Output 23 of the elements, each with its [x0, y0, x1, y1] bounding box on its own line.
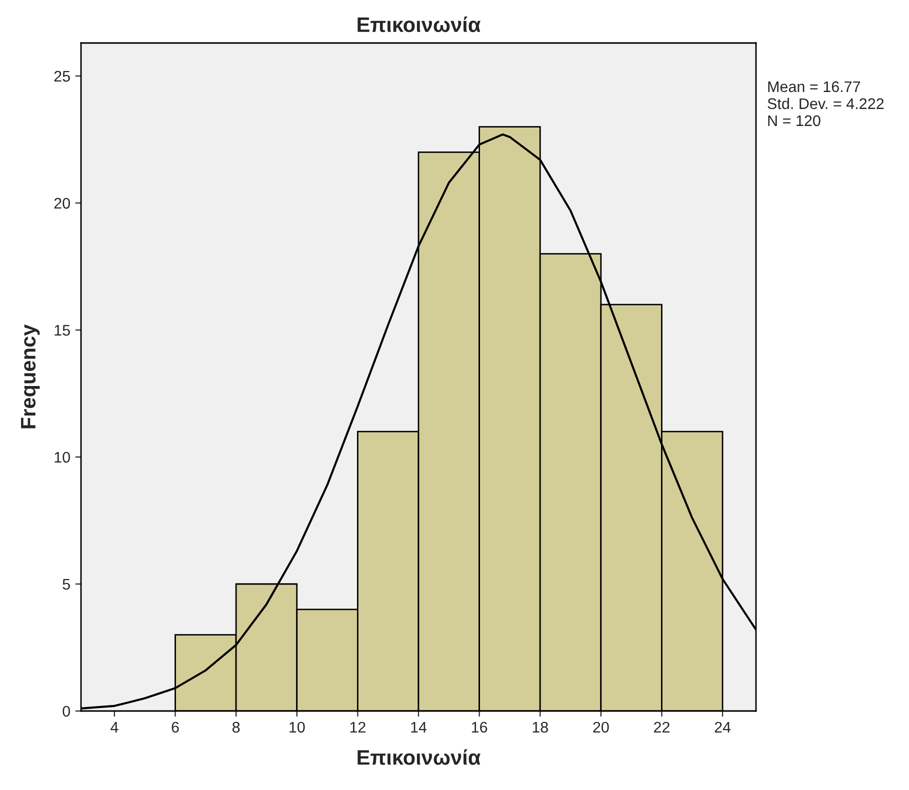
- x-tick-label: 6: [172, 722, 179, 733]
- y-tick-label: 0: [62, 706, 70, 717]
- y-tick-label: 20: [54, 198, 70, 209]
- chart-title: Επικοινωνία: [358, 16, 481, 32]
- text: Std. Dev. = 4.222: [768, 98, 884, 110]
- x-tick-label: 24: [714, 722, 731, 732]
- x-tick-label: 4: [110, 722, 118, 732]
- x-tick-label: 10: [290, 722, 305, 733]
- text: Mean = 16.77: [768, 81, 860, 92]
- x-tick-label: 8: [232, 722, 240, 733]
- x-tick-label: 16: [472, 722, 488, 733]
- x-tick-label: 20: [593, 722, 609, 733]
- y-axis-title: Frequency: [21, 324, 40, 428]
- x-tick-label: 18: [532, 722, 548, 733]
- x-tick-label: 14: [411, 722, 427, 732]
- y-tick-label: 10: [54, 452, 70, 463]
- x-tick-label: 12: [350, 722, 366, 732]
- text: N = 120: [768, 115, 820, 126]
- y-tick-label: 15: [54, 325, 70, 336]
- x-axis-title: Επικοινωνία: [358, 749, 481, 765]
- y-tick-label: 5: [62, 579, 70, 590]
- y-tick-label: 25: [54, 70, 70, 82]
- x-tick-label: 22: [654, 722, 670, 732]
